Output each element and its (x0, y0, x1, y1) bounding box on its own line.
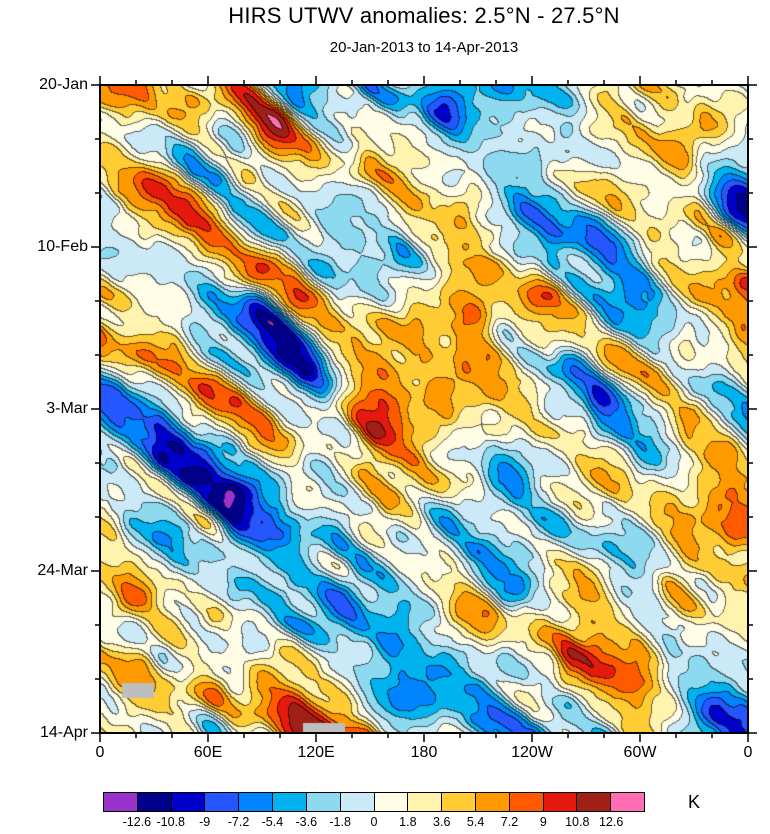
x-tick-label: 0 (95, 744, 105, 761)
colorbar-tick-label: 12.6 (598, 815, 624, 829)
chart-subtitle: 20-Jan-2013 to 14-Apr-2013 (329, 39, 519, 56)
y-tick-label: 20-Jan (39, 76, 88, 93)
colorbar-segment (442, 793, 476, 811)
colorbar-segment (137, 793, 172, 811)
y-tick-label: 14-Apr (39, 724, 88, 741)
colorbar-segment (509, 793, 544, 811)
x-tick-label: 120W (511, 744, 553, 761)
colorbar-tick-label: 3.6 (433, 815, 451, 829)
colorbar-segment (205, 793, 240, 811)
colorbar-segment (273, 793, 307, 811)
heatmap-canvas (100, 85, 748, 733)
colorbar-tick-label: -1.8 (329, 815, 351, 829)
y-tick-label: 24-Mar (37, 562, 88, 579)
colorbar-tick-label: -7.2 (227, 815, 250, 829)
colorbar-tick-label: 5.4 (466, 815, 485, 829)
colorbar (103, 792, 645, 812)
colorbar-tick-label: -3.6 (295, 815, 318, 829)
chart-title: HIRS UTWV anomalies: 2.5°N - 27.5°N (228, 3, 620, 28)
colorbar-tick-label: -5.4 (261, 815, 284, 829)
colorbar-segment (577, 793, 612, 811)
x-tick-label: 60E (193, 744, 223, 761)
colorbar-segment (408, 793, 443, 811)
x-tick-label: 180 (410, 744, 438, 761)
colorbar-segment (171, 793, 206, 811)
colorbar-tick-label: -9 (199, 815, 211, 829)
colorbar-segment (374, 793, 409, 811)
colorbar-tick-label: -12.6 (122, 815, 152, 829)
colorbar-tick-label: 10.8 (565, 815, 590, 829)
x-tick-label: 60W (623, 744, 657, 761)
y-tick-label: 3-Mar (46, 400, 88, 417)
colorbar-segment (543, 793, 578, 811)
x-tick-label: 120E (297, 744, 335, 761)
y-tick-label: 10-Feb (37, 238, 88, 255)
colorbar-segment (239, 793, 274, 811)
colorbar-segment (475, 793, 510, 811)
colorbar-segment (340, 793, 375, 811)
x-tick-label: 0 (743, 744, 753, 761)
colorbar-segment (611, 793, 644, 811)
colorbar-tick-label: -10.8 (156, 815, 186, 829)
colorbar-tick-label: 0 (370, 815, 378, 829)
colorbar-segment (306, 793, 341, 811)
colorbar-tick-label: 1.8 (399, 815, 417, 829)
colorbar-units-label: K (688, 792, 701, 812)
colorbar-tick-label: 9 (539, 815, 547, 829)
colorbar-tick-label: 7.2 (500, 815, 519, 829)
colorbar-segment (104, 793, 138, 811)
